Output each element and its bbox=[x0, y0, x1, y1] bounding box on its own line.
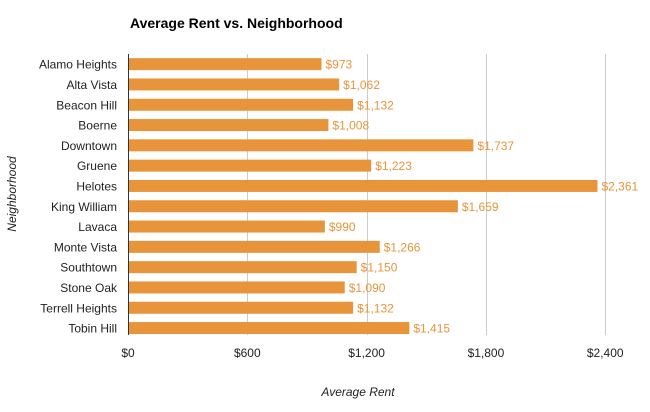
category-label: Gruene bbox=[77, 159, 117, 173]
bar bbox=[129, 301, 354, 314]
chart-title: Average Rent vs. Neighborhood bbox=[130, 15, 343, 31]
bar bbox=[129, 78, 340, 91]
x-tick-labels: $0 $600 $1,200 $1,800 $2,400 bbox=[121, 346, 624, 360]
data-label: $1,062 bbox=[343, 78, 380, 92]
bar bbox=[129, 139, 474, 152]
category-label: Monte Vista bbox=[54, 240, 117, 254]
bars bbox=[129, 58, 598, 335]
data-label: $973 bbox=[325, 58, 352, 72]
bar bbox=[129, 159, 372, 172]
category-label: Stone Oak bbox=[60, 281, 118, 295]
category-labels: Alamo Heights Alta Vista Beacon Hill Boerne… bbox=[39, 58, 118, 336]
data-labels: $973 $1,062 $1,132 $1,008 $1,737 $1,223 $2,361… bbox=[325, 58, 638, 336]
data-label: $2,361 bbox=[601, 179, 638, 193]
category-label: Downtown bbox=[61, 139, 117, 153]
data-label: $1,150 bbox=[361, 261, 398, 275]
data-label: $990 bbox=[329, 220, 356, 234]
x-tick-label: $1,200 bbox=[348, 346, 385, 360]
data-label: $1,090 bbox=[349, 281, 386, 295]
category-label: Alta Vista bbox=[67, 78, 118, 92]
bar bbox=[129, 58, 322, 71]
category-label: Boerne bbox=[78, 119, 117, 133]
y-axis-title: Neighborhood bbox=[5, 156, 19, 232]
data-label: $1,132 bbox=[357, 301, 394, 315]
bar bbox=[129, 281, 345, 294]
bar bbox=[129, 261, 357, 274]
category-label: Lavaca bbox=[78, 220, 117, 234]
data-label: $1,223 bbox=[375, 159, 412, 173]
x-axis-title: Average Rent bbox=[320, 385, 395, 399]
data-label: $1,132 bbox=[357, 98, 394, 112]
bar bbox=[129, 179, 598, 192]
bar bbox=[129, 98, 354, 111]
category-label: Helotes bbox=[76, 179, 117, 193]
category-label: Alamo Heights bbox=[39, 58, 117, 72]
x-tick-label: $2,400 bbox=[587, 346, 624, 360]
bar bbox=[129, 200, 458, 213]
data-label: $1,008 bbox=[332, 119, 369, 133]
bar bbox=[129, 220, 325, 233]
category-label: Tobin Hill bbox=[68, 322, 117, 336]
data-label: $1,266 bbox=[384, 240, 421, 254]
category-label: King William bbox=[51, 200, 117, 214]
x-tick-label: $1,800 bbox=[468, 346, 505, 360]
data-label: $1,737 bbox=[477, 139, 514, 153]
category-label: Terrell Heights bbox=[40, 301, 117, 315]
x-tick-label: $0 bbox=[121, 346, 135, 360]
bar bbox=[129, 119, 329, 132]
category-label: Beacon Hill bbox=[56, 98, 117, 112]
data-label: $1,415 bbox=[413, 322, 450, 336]
bar bbox=[129, 240, 380, 253]
bar bbox=[129, 322, 410, 335]
data-label: $1,659 bbox=[462, 200, 499, 214]
category-label: Southtown bbox=[60, 261, 117, 275]
x-tick-label: $600 bbox=[234, 346, 261, 360]
